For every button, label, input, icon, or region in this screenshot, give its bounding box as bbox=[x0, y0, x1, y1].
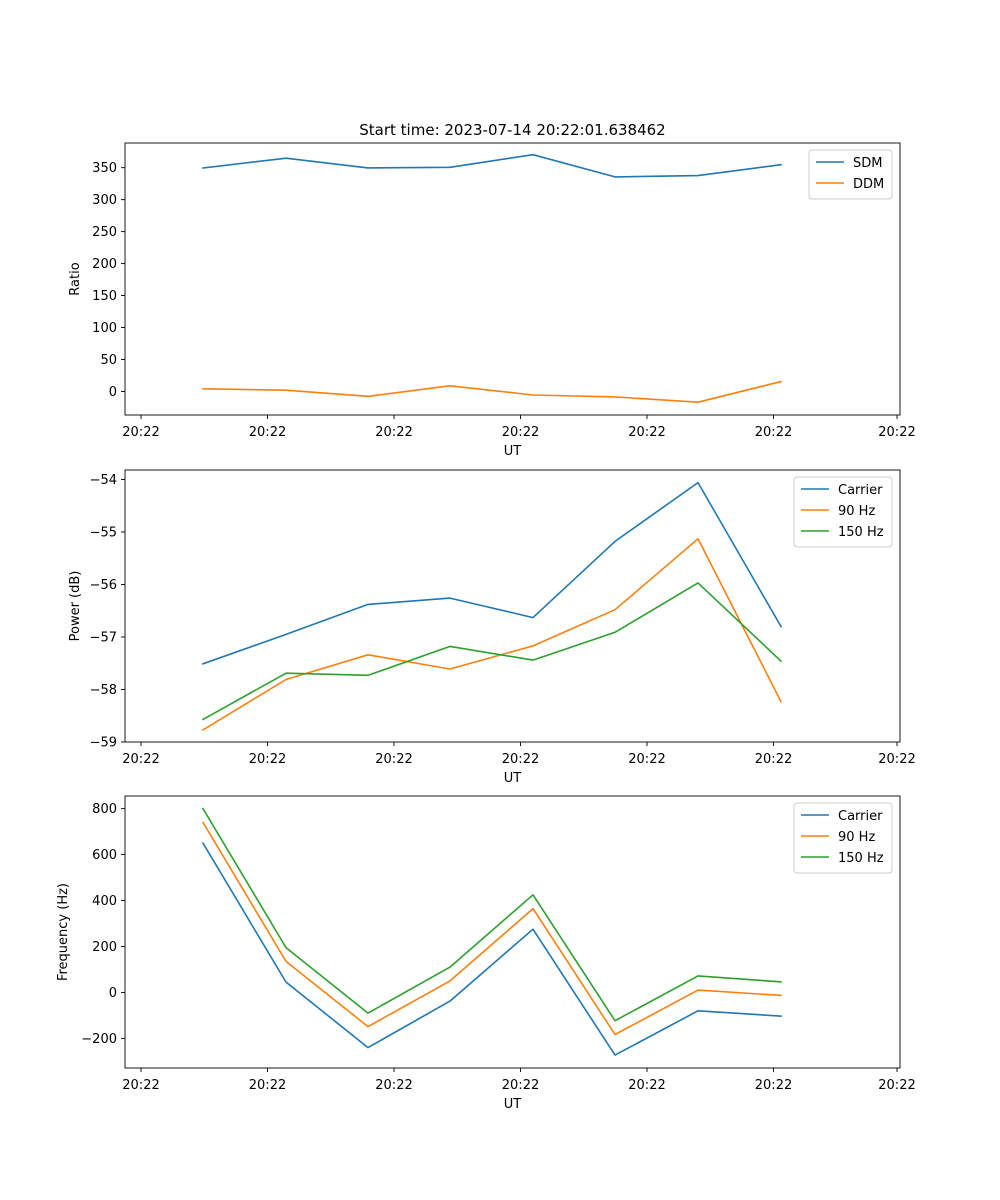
x-tick-label: 20:22 bbox=[755, 425, 792, 440]
x-tick-label: 20:22 bbox=[249, 752, 286, 767]
legend-label: 150 Hz bbox=[838, 851, 884, 866]
series-line-carrier bbox=[201, 481, 783, 665]
series-line-90-hz bbox=[201, 537, 783, 731]
y-tick-label: 200 bbox=[92, 940, 117, 955]
y-axis-label: Ratio bbox=[68, 262, 83, 295]
series-line-sdm bbox=[202, 153, 782, 178]
legend-label: 150 Hz bbox=[838, 525, 884, 540]
x-tick-label: 20:22 bbox=[628, 1078, 665, 1093]
x-tick-label: 20:22 bbox=[122, 752, 159, 767]
y-tick-label: −55 bbox=[90, 525, 117, 540]
legend-label: 90 Hz bbox=[838, 830, 875, 845]
y-tick-label: −59 bbox=[90, 736, 117, 751]
y-tick-label: 250 bbox=[92, 225, 117, 240]
y-tick-label: −56 bbox=[90, 578, 117, 593]
x-tick-label: 20:22 bbox=[502, 1078, 539, 1093]
x-axis-label: UT bbox=[504, 771, 522, 786]
x-tick-label: 20:22 bbox=[628, 425, 665, 440]
x-tick-label: 20:22 bbox=[375, 1078, 412, 1093]
y-tick-label: 150 bbox=[92, 289, 117, 304]
x-tick-label: 20:22 bbox=[502, 752, 539, 767]
axes-frame bbox=[124, 795, 901, 1069]
x-tick-label: 20:22 bbox=[755, 1078, 792, 1093]
y-tick-label: 50 bbox=[100, 353, 117, 368]
legend-label: SDM bbox=[853, 156, 882, 171]
y-tick-label: 0 bbox=[109, 385, 117, 400]
x-tick-label: 20:22 bbox=[375, 425, 412, 440]
y-tick-label: 800 bbox=[92, 802, 117, 817]
legend-box bbox=[793, 802, 893, 874]
y-tick-label: −200 bbox=[81, 1032, 117, 1047]
y-axis-label: Frequency (Hz) bbox=[56, 883, 71, 981]
x-tick-label: 20:22 bbox=[249, 1078, 286, 1093]
y-tick-label: 200 bbox=[92, 257, 117, 272]
x-tick-label: 20:22 bbox=[878, 425, 915, 440]
legend: Carrier 90 Hz 150 Hz bbox=[793, 802, 893, 874]
x-axis-label: UT bbox=[504, 444, 522, 459]
y-tick-label: −57 bbox=[90, 630, 117, 645]
legend-label: Carrier bbox=[838, 483, 883, 498]
y-axis-label: Power (dB) bbox=[68, 571, 83, 642]
legend-label: DDM bbox=[853, 177, 884, 192]
series-line-90-hz bbox=[201, 821, 782, 1036]
y-tick-label: 100 bbox=[92, 321, 117, 336]
x-axis-label: UT bbox=[504, 1097, 522, 1112]
x-tick-label: 20:22 bbox=[502, 425, 539, 440]
series-line-ddm bbox=[202, 380, 782, 404]
y-tick-label: 600 bbox=[92, 848, 117, 863]
chart-panel-1: Start time: 2023-07-14 20:22:01.638462 20… bbox=[68, 121, 916, 459]
chart-panel-2: 20:22 20:22 20:22 20:22 20:22 20:22 20:22 UT −59… bbox=[68, 469, 916, 786]
x-tick-label: 20:22 bbox=[122, 1078, 159, 1093]
x-tick-label: 20:22 bbox=[122, 425, 159, 440]
axes-frame bbox=[124, 469, 901, 743]
y-tick-label: −58 bbox=[90, 683, 117, 698]
legend-label: Carrier bbox=[838, 809, 883, 824]
x-tick-label: 20:22 bbox=[375, 752, 412, 767]
axes-frame bbox=[124, 142, 901, 416]
chart-panel-3: 20:22 20:22 20:22 20:22 20:22 20:22 20:22 UT −20… bbox=[56, 795, 916, 1112]
legend-box bbox=[793, 476, 893, 548]
y-tick-label: 350 bbox=[92, 161, 117, 176]
series-line-150-hz bbox=[201, 582, 783, 721]
x-tick-label: 20:22 bbox=[878, 1078, 915, 1093]
x-tick-label: 20:22 bbox=[878, 752, 915, 767]
legend: Carrier 90 Hz 150 Hz bbox=[793, 476, 893, 548]
y-tick-label: 0 bbox=[109, 986, 117, 1001]
y-tick-label: 400 bbox=[92, 894, 117, 909]
legend-label: 90 Hz bbox=[838, 504, 875, 519]
x-tick-label: 20:22 bbox=[249, 425, 286, 440]
series-line-carrier bbox=[201, 842, 782, 1056]
chart-title: Start time: 2023-07-14 20:22:01.638462 bbox=[359, 121, 665, 139]
legend: SDM DDM bbox=[808, 149, 893, 200]
y-tick-label: 300 bbox=[92, 193, 117, 208]
series-line-150-hz bbox=[201, 807, 782, 1022]
x-tick-label: 20:22 bbox=[755, 752, 792, 767]
x-tick-label: 20:22 bbox=[628, 752, 665, 767]
y-tick-label: −54 bbox=[90, 473, 117, 488]
